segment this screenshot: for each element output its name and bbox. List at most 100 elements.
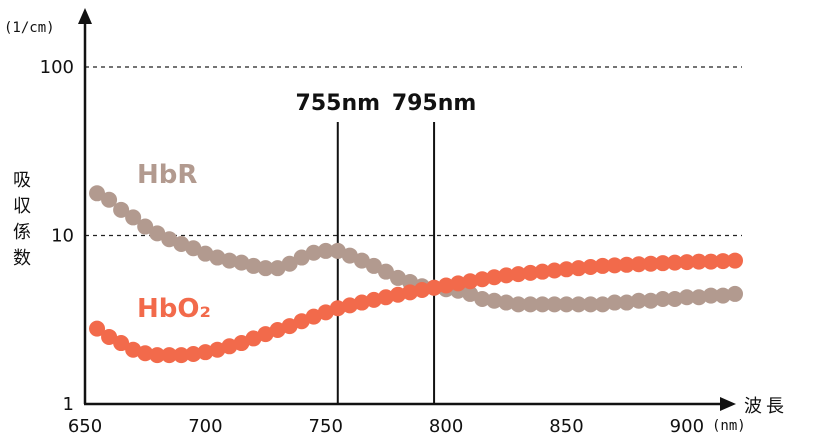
data-point	[642, 255, 659, 272]
data-point	[173, 236, 190, 253]
data-point	[365, 257, 382, 274]
data-point	[161, 231, 178, 248]
data-point	[714, 253, 731, 270]
data-point	[269, 321, 286, 338]
series-label-1: HbO₂	[137, 294, 211, 324]
data-point	[113, 335, 130, 352]
data-point	[450, 275, 467, 292]
x-axis-arrow	[720, 397, 736, 411]
data-point	[317, 242, 334, 259]
data-point	[149, 225, 166, 242]
data-point	[209, 249, 226, 266]
marker-label-755: 755nm	[296, 91, 381, 116]
data-point	[221, 338, 238, 355]
data-point	[233, 335, 250, 352]
data-point	[486, 292, 503, 309]
y-axis-title-char: 数	[13, 248, 31, 269]
x-tick-label: 650	[68, 416, 102, 437]
data-point	[474, 290, 491, 307]
data-point	[305, 308, 322, 325]
data-point	[161, 347, 178, 364]
series-1	[89, 252, 743, 364]
data-point	[702, 287, 719, 304]
x-axis-title: 波長	[744, 396, 788, 417]
data-point	[546, 296, 563, 313]
data-point	[317, 304, 334, 321]
y-tick-label: 10	[51, 226, 74, 247]
data-point	[642, 292, 659, 309]
data-point	[606, 257, 623, 274]
x-tick-label: 700	[188, 416, 222, 437]
data-point	[438, 277, 455, 294]
data-point	[293, 249, 310, 266]
data-point	[486, 269, 503, 286]
x-unit-label: (nm)	[712, 418, 746, 434]
data-point	[414, 281, 431, 298]
x-tick-label: 900	[670, 416, 704, 437]
data-point	[690, 253, 707, 270]
data-point	[281, 318, 298, 335]
data-point	[606, 294, 623, 311]
data-point	[546, 262, 563, 279]
data-point	[209, 341, 226, 358]
data-point	[510, 266, 527, 283]
data-point	[666, 254, 683, 271]
y-axis-title-char: 収	[13, 196, 31, 217]
data-point	[257, 260, 274, 277]
data-point	[570, 260, 587, 277]
data-point	[281, 255, 298, 272]
data-point	[594, 257, 611, 274]
y-tick-labels: 1 10 100	[40, 57, 74, 415]
data-point	[341, 297, 358, 314]
data-point	[474, 271, 491, 288]
data-point	[714, 287, 731, 304]
data-point	[89, 320, 106, 337]
y-tick-label: 100	[40, 57, 74, 78]
data-point	[654, 290, 671, 307]
data-point	[377, 263, 394, 280]
data-point	[654, 255, 671, 272]
data-point	[630, 256, 647, 273]
data-point	[570, 296, 587, 313]
data-point	[618, 294, 635, 311]
data-point	[582, 259, 599, 276]
data-point	[197, 245, 214, 262]
data-point	[702, 253, 719, 270]
data-point	[402, 284, 418, 301]
data-point	[305, 244, 322, 261]
data-point	[197, 344, 214, 361]
data-point	[389, 286, 406, 303]
data-point	[137, 218, 154, 235]
data-point	[125, 341, 142, 358]
y-axis-arrow	[78, 8, 92, 24]
data-point	[89, 185, 106, 202]
x-tick-label: 850	[549, 416, 583, 437]
data-point	[377, 289, 394, 306]
data-point	[426, 279, 443, 296]
series-labels: HbR HbO₂	[137, 160, 211, 324]
data-point	[173, 347, 190, 364]
y-tick-label: 1	[63, 394, 74, 415]
data-point	[727, 285, 743, 302]
data-point	[582, 296, 599, 313]
data-point	[522, 296, 539, 313]
marker-label-795: 795nm	[392, 91, 477, 116]
series-label-0: HbR	[137, 160, 197, 190]
y-axis-title-char: 係	[13, 222, 31, 243]
data-point	[630, 292, 647, 309]
data-point	[365, 291, 382, 308]
y-axis-title-char: 吸	[13, 170, 31, 191]
data-point	[534, 296, 551, 313]
data-point	[245, 257, 262, 274]
data-point	[245, 330, 262, 347]
data-point	[510, 296, 527, 313]
data-point	[233, 254, 250, 271]
y-unit-label: (1/cm)	[4, 20, 55, 36]
data-point	[185, 346, 202, 363]
data-point	[125, 209, 142, 226]
wavelength-markers: 755nm 795nm	[296, 91, 477, 404]
gridlines	[85, 66, 742, 237]
data-point	[221, 252, 238, 269]
